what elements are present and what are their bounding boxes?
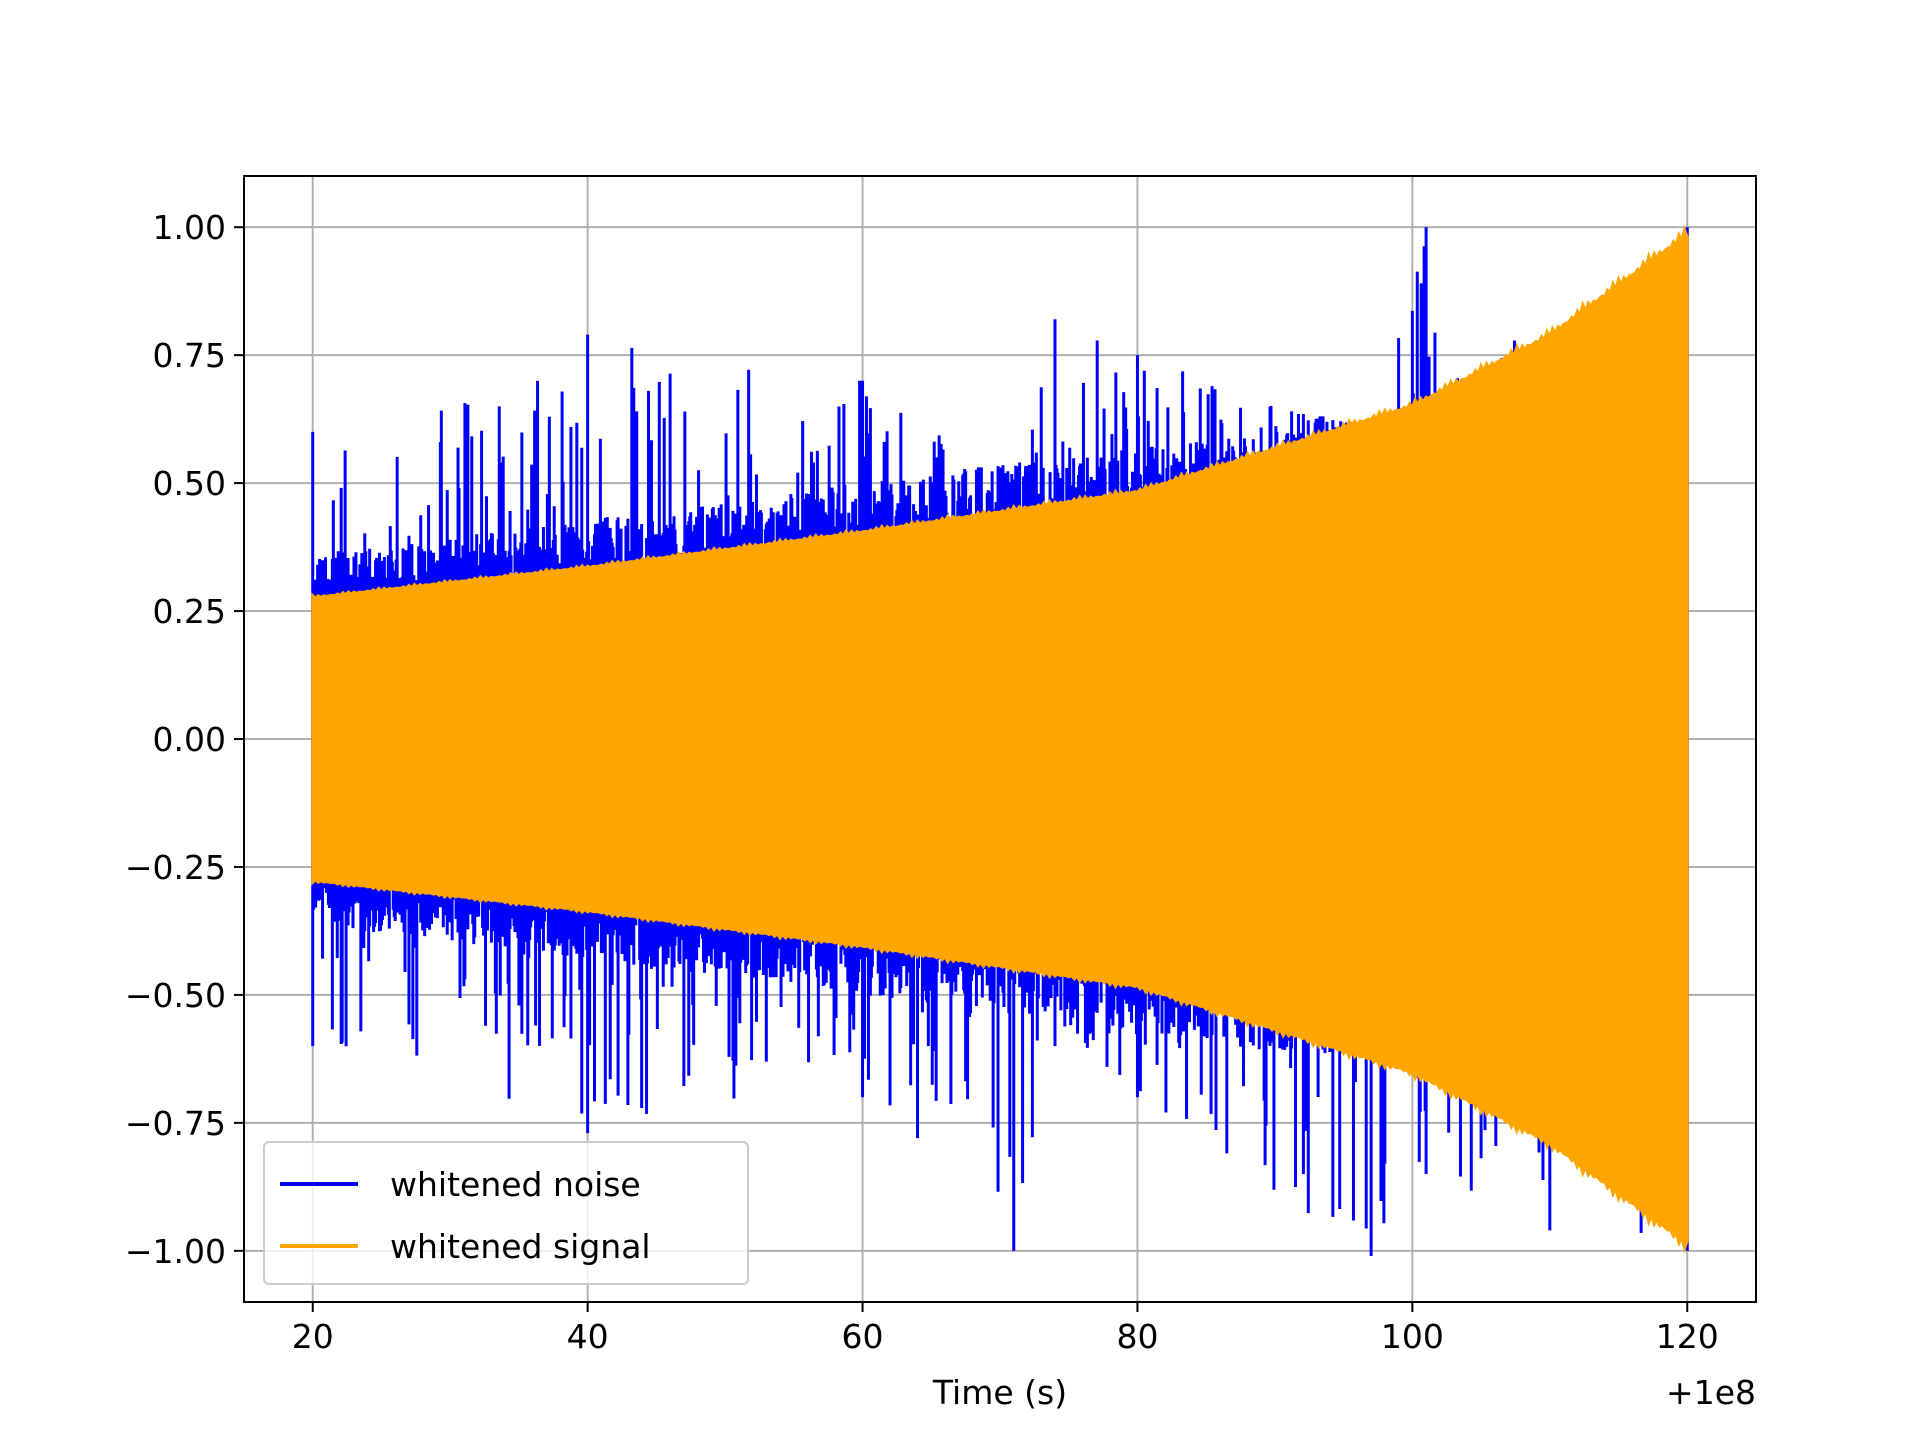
x-tick-label: 100	[1381, 1317, 1444, 1356]
y-tick-label: −0.25	[125, 848, 226, 887]
y-axis: 1.00 0.75 0.50 0.25 0.00 −0.25 −0.50 −0.75 −1.00	[125, 208, 244, 1271]
x-tick-label: 40	[567, 1317, 609, 1356]
y-tick-label: −1.00	[125, 1232, 226, 1271]
legend-box	[263, 1141, 749, 1285]
y-tick-label: 1.00	[153, 208, 226, 247]
y-tick-label: −0.50	[125, 976, 226, 1015]
y-tick-label: 0.50	[153, 464, 226, 503]
y-tick-label: −0.75	[125, 1104, 226, 1143]
y-tick-label: 0.00	[153, 720, 226, 759]
x-tick-label: 80	[1116, 1317, 1158, 1356]
x-tick-label: 60	[842, 1317, 884, 1356]
legend-label-whitened-signal: whitened signal	[390, 1227, 651, 1266]
whitened-signal-series	[311, 224, 1689, 1254]
y-tick-label: 0.75	[153, 336, 226, 375]
x-axis-title: Time (s)	[932, 1373, 1067, 1412]
x-tick-label: 120	[1656, 1317, 1719, 1356]
y-tick-label: 0.25	[153, 592, 226, 631]
whitened-signal-band	[311, 224, 1689, 1254]
x-axis-offset-label: +1e8	[1666, 1373, 1756, 1412]
legend-label-whitened-noise: whitened noise	[390, 1165, 641, 1204]
x-axis: 20 40 60 80 100 120	[292, 1302, 1719, 1356]
x-tick-label: 20	[292, 1317, 334, 1356]
legend: whitened noise whitened signal	[263, 1141, 749, 1285]
